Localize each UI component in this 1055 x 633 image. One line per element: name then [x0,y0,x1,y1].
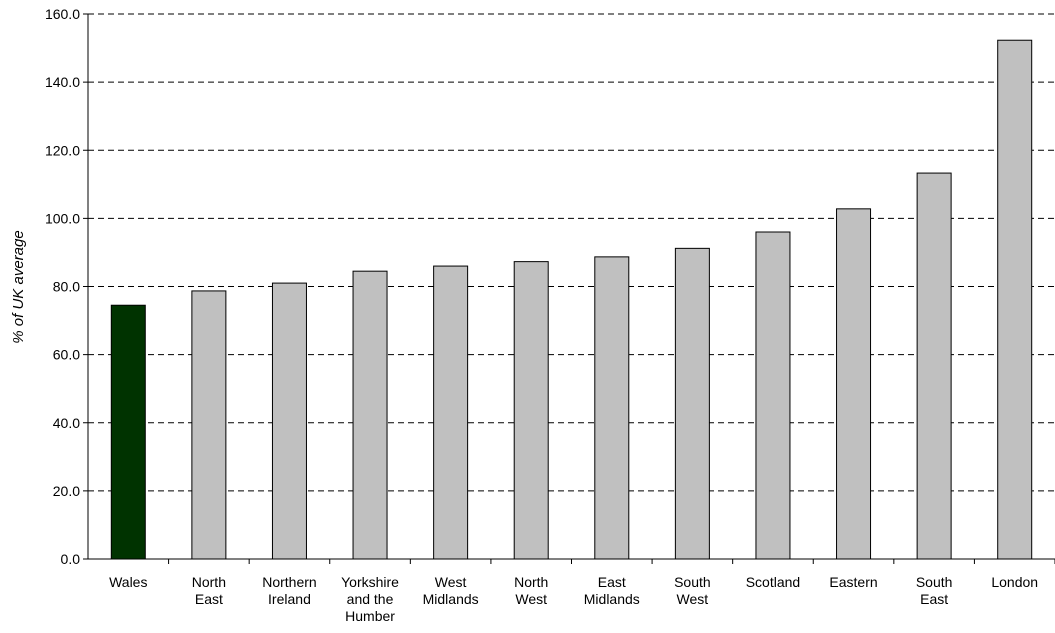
y-tick-label: 80.0 [53,279,80,295]
category-label: London [991,574,1038,590]
category-label: North East [192,574,226,607]
category-label-line: Midlands [584,591,640,607]
y-tick-label: 140.0 [45,74,80,90]
y-tick-labels: 0.0 20.0 40.0 60.0 80.0 100.0 120.0 140.0 160.0 [45,6,80,567]
category-label-line: and the [347,591,394,607]
category-label: Yorkshire and the Humber [341,574,399,624]
category-label-line: East [920,591,948,607]
category-label: South West [674,574,711,607]
category-label: South East [916,574,953,607]
bar [513,261,549,560]
category-label-line: West [515,591,547,607]
bar [433,265,469,560]
category-label: North West [514,574,548,607]
category-label-line: Scotland [746,574,800,590]
category-label-line: North [192,574,226,590]
category-label: Northern Ireland [262,574,316,607]
category-label: Scotland [746,574,800,590]
category-label: Eastern [829,574,877,590]
category-label-line: South [916,574,953,590]
category-label-line: West [435,574,467,590]
category-label-line: North [514,574,548,590]
category-label: West Midlands [423,574,479,607]
category-label-line: Eastern [829,574,877,590]
y-tick-label: 40.0 [53,415,80,431]
bar [836,208,872,560]
bar [191,290,227,560]
bar [674,247,710,560]
category-label: Wales [109,574,147,590]
category-label-line: Northern [262,574,316,590]
y-axis-title: % of UK average [10,230,27,343]
category-label-line: Ireland [268,591,311,607]
bar [110,304,146,560]
y-tick-label: 100.0 [45,210,80,226]
bar [997,39,1033,560]
bar [271,282,307,560]
bar [755,231,791,560]
category-label-line: London [991,574,1038,590]
bar [916,172,952,560]
y-tick-label: 60.0 [53,347,80,363]
y-tick-label: 0.0 [61,551,81,567]
category-label-line: West [677,591,709,607]
category-label-line: Yorkshire [341,574,399,590]
category-label-line: Midlands [423,591,479,607]
axes [83,13,1055,564]
category-label-line: Wales [109,574,147,590]
bar [352,270,388,560]
bar [594,256,630,560]
category-label-line: South [674,574,711,590]
y-tick-label: 160.0 [45,6,80,22]
category-label: East Midlands [584,574,640,607]
category-label-line: Humber [345,608,395,624]
gridlines [88,13,1055,492]
y-tick-label: 120.0 [45,142,80,158]
category-label-line: East [598,574,626,590]
bars [110,39,1033,560]
category-label-line: East [195,591,223,607]
y-tick-label: 20.0 [53,483,80,499]
